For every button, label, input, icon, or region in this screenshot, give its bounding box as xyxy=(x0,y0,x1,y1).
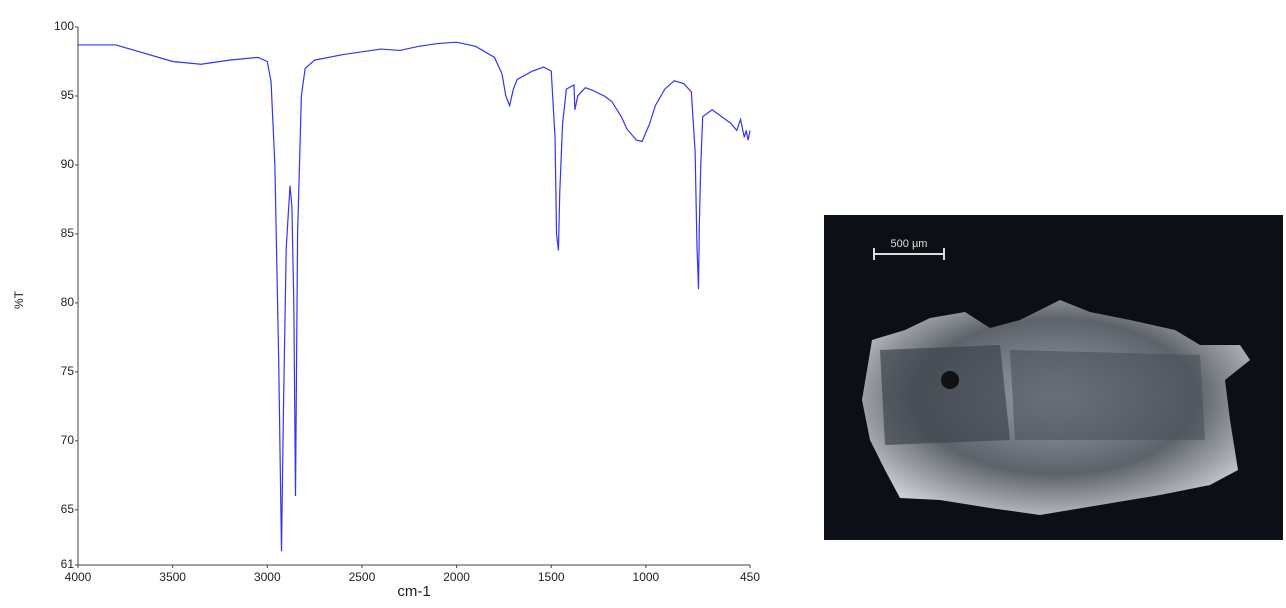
sample-shadow xyxy=(880,345,1010,445)
x-tick-label: 2500 xyxy=(349,570,376,584)
y-tick-label: 85 xyxy=(61,226,75,240)
x-tick-label: 3500 xyxy=(159,570,186,584)
x-tick-label: 4000 xyxy=(65,570,92,584)
y-tick-label: 100 xyxy=(54,19,74,33)
x-axis-label: cm-1 xyxy=(397,583,430,600)
y-tick-label: 90 xyxy=(61,157,75,171)
x-tick-label: 2000 xyxy=(443,570,470,584)
spectrum-line xyxy=(78,41,751,552)
sample-hole xyxy=(941,371,959,389)
y-tick-label: 95 xyxy=(61,88,75,102)
sample-shadow xyxy=(1010,350,1205,440)
y-axis-label: %T xyxy=(12,290,26,309)
y-tick-label: 65 xyxy=(61,502,75,516)
x-tick-label: 1000 xyxy=(633,570,660,584)
x-tick-label: 450 xyxy=(740,570,760,584)
x-tick-label: 3000 xyxy=(254,570,281,584)
photo: 500 µm xyxy=(824,215,1283,540)
y-tick-label: 70 xyxy=(61,433,75,447)
y-tick-label: 75 xyxy=(61,364,75,378)
x-tick-label: 1500 xyxy=(538,570,565,584)
y-tick-label: 80 xyxy=(61,295,75,309)
scale-bar-label: 500 µm xyxy=(891,238,928,250)
y-tick-label: 61 xyxy=(61,557,75,571)
